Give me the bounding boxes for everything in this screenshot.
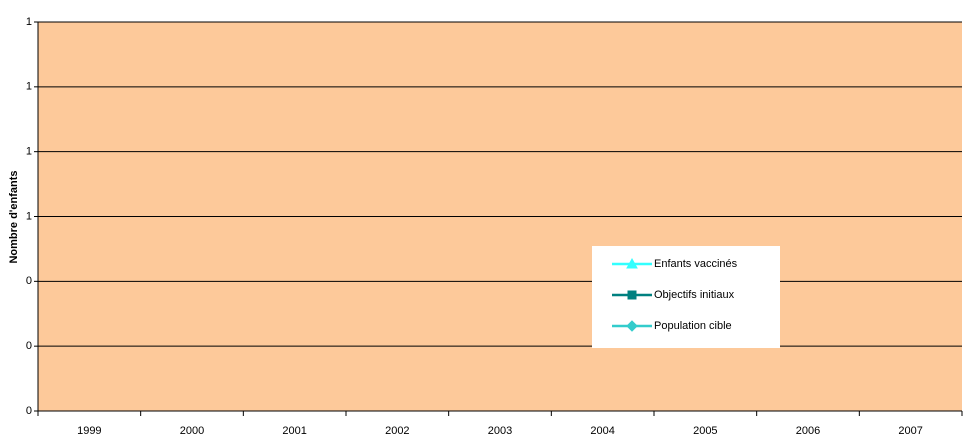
x-tick-label: 2002 (385, 425, 409, 437)
y-tick-label: 1 (26, 81, 32, 93)
y-tick-label: 1 (26, 16, 32, 28)
x-tick-label: 2003 (488, 425, 512, 437)
y-tick-label: 1 (26, 210, 32, 222)
x-tick-label: 2001 (282, 425, 306, 437)
x-tick-label: 2000 (180, 425, 204, 437)
x-tick-label: 1999 (77, 425, 101, 437)
legend-marker (626, 320, 638, 332)
legend: Enfants vaccinés Objectifs initiaux Popula… (592, 246, 780, 348)
y-tick-label: 0 (26, 405, 32, 417)
y-tick-label: 0 (26, 275, 32, 287)
y-tick-label: 1 (26, 146, 32, 158)
legend-marker (626, 257, 638, 269)
x-tick-label: 2005 (693, 425, 717, 437)
legend-marker (627, 290, 637, 300)
x-tick-label: 2004 (590, 425, 614, 437)
y-tick-label: 0 (26, 340, 32, 352)
legend-label: Enfants vaccinés (654, 258, 738, 270)
x-tick-label: 2006 (796, 425, 820, 437)
legend-label: Population cible (654, 320, 732, 332)
x-tick-label: 2007 (898, 425, 922, 437)
legend-label: Objectifs initiaux (654, 289, 735, 301)
y-axis-title: Nombre d'enfants (8, 170, 20, 263)
